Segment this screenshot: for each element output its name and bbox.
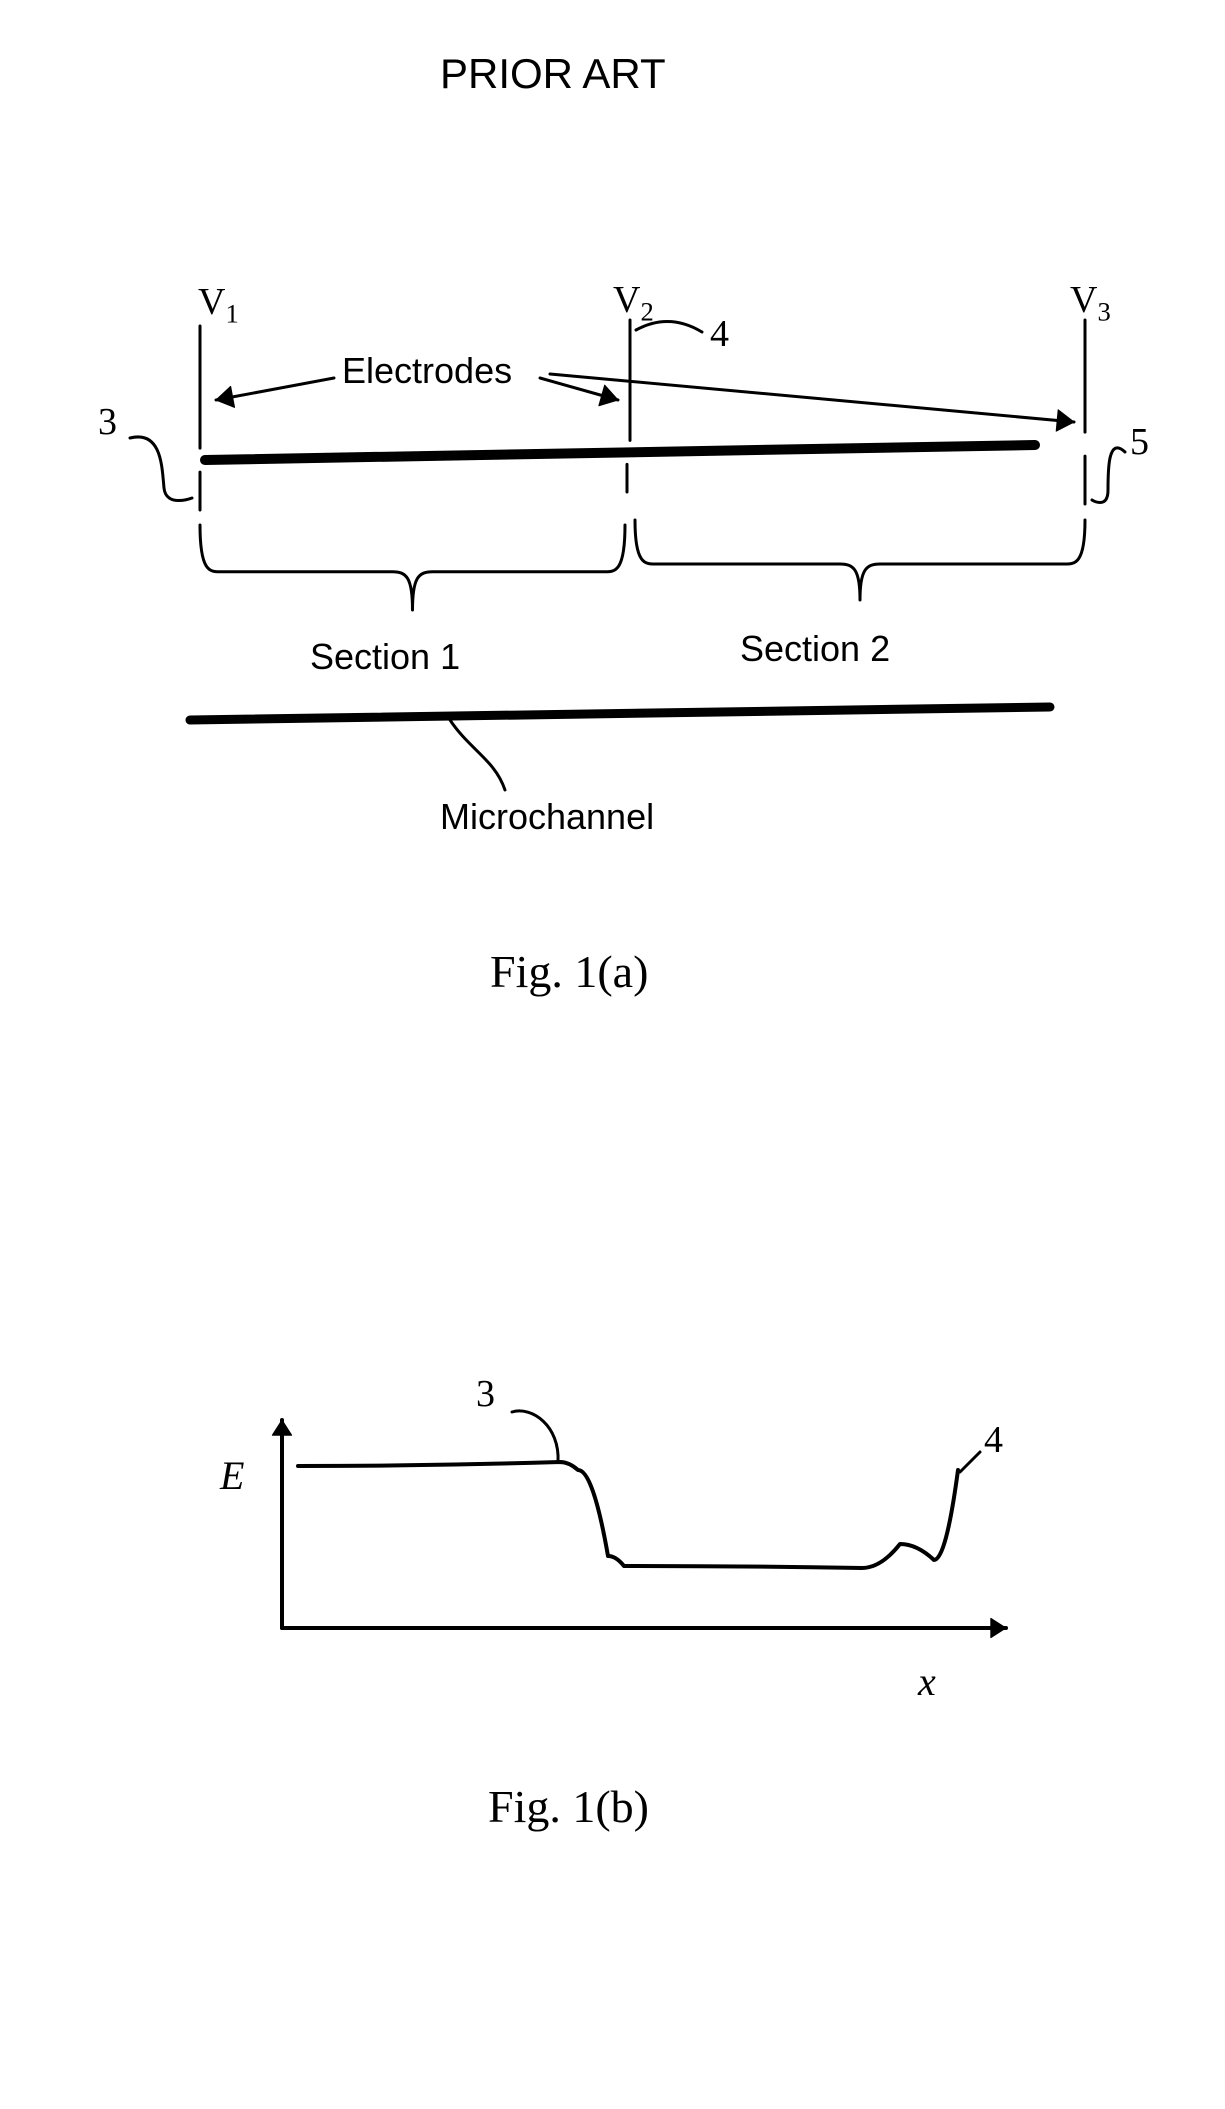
page-root: PRIOR ART V1 V2 V3 Electrodes 3 4 5 Sect… — [0, 0, 1225, 2109]
diagram-svg — [0, 0, 1225, 2109]
